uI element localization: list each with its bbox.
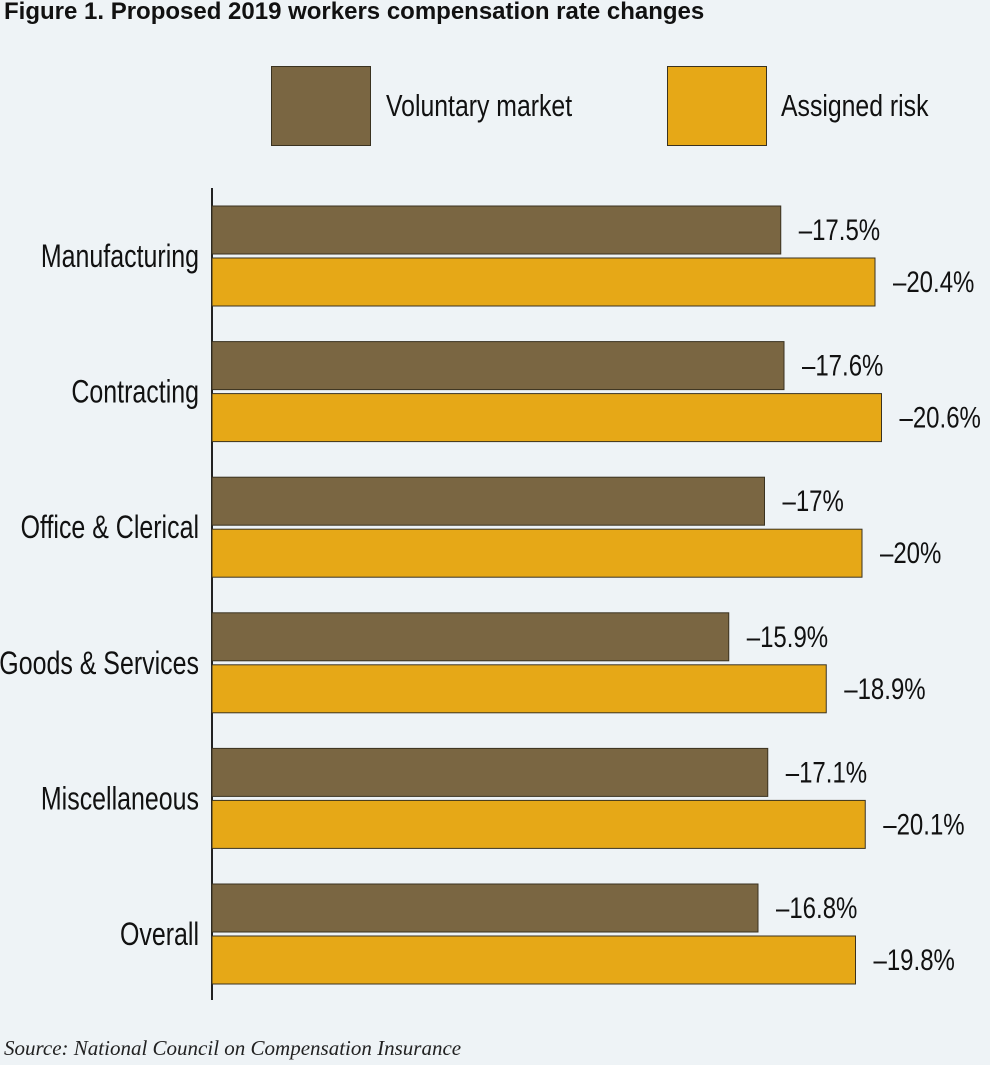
bar-voluntary — [211, 476, 765, 526]
legend-label-assigned: Assigned risk — [781, 88, 929, 123]
bar-voluntary — [211, 341, 785, 391]
bar-assigned — [211, 799, 866, 849]
data-label-assigned: –19.8% — [874, 942, 955, 976]
bar-assigned — [211, 393, 882, 443]
bar-voluntary — [211, 612, 730, 662]
data-label-assigned: –20.1% — [883, 807, 964, 841]
data-label-voluntary: –16.8% — [776, 890, 857, 924]
category-label: Manufacturing — [41, 239, 199, 275]
legend-swatch-voluntary — [271, 66, 371, 146]
category-label: Contracting — [71, 375, 199, 411]
data-label-voluntary: –17% — [783, 484, 844, 518]
data-label-assigned: –20.4% — [893, 264, 974, 298]
chart-title: Figure 1. Proposed 2019 workers compensa… — [4, 0, 705, 25]
data-label-assigned: –18.9% — [844, 671, 925, 705]
category-label: Goods & Services — [0, 646, 199, 682]
data-label-voluntary: –17.5% — [799, 212, 880, 246]
legend-swatch-assigned — [667, 66, 767, 146]
bar-assigned — [211, 257, 876, 307]
bar-assigned — [211, 935, 856, 985]
bar-voluntary — [211, 205, 782, 255]
category-label: Miscellaneous — [41, 782, 199, 818]
legend-label-voluntary: Voluntary market — [386, 88, 573, 123]
data-label-voluntary: –15.9% — [747, 619, 828, 653]
category-label: Office & Clerical — [21, 510, 199, 546]
data-label-voluntary: –17.1% — [786, 755, 867, 789]
category-label: Overall — [120, 917, 199, 953]
data-label-voluntary: –17.6% — [802, 348, 883, 382]
bar-assigned — [211, 528, 863, 578]
bar-voluntary — [211, 883, 759, 933]
data-label-assigned: –20.6% — [900, 400, 981, 434]
data-label-assigned: –20% — [880, 536, 941, 570]
bar-assigned — [211, 664, 827, 714]
source-note: Source: National Council on Compensation… — [4, 1036, 462, 1060]
bar-voluntary — [211, 747, 769, 797]
